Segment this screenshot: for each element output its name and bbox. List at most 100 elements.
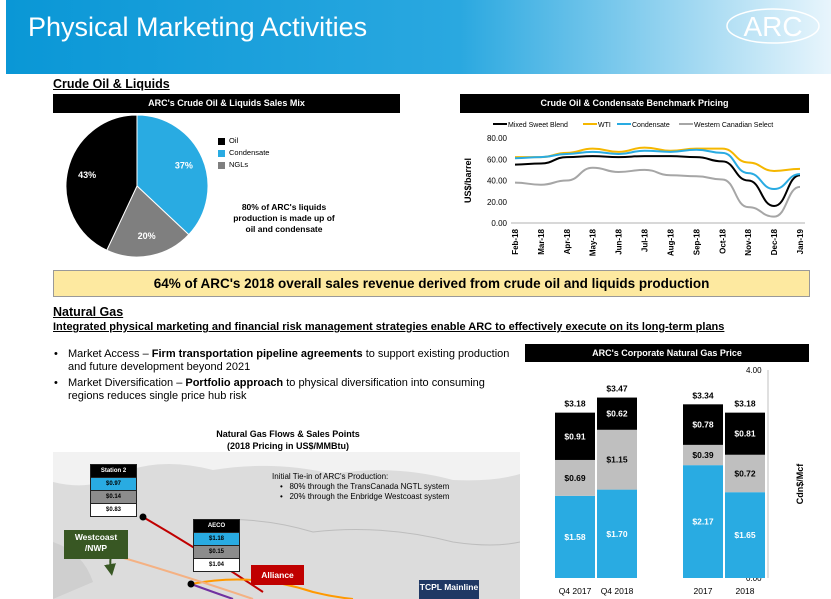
- bar-ytick: 0.00: [746, 574, 762, 583]
- bar-segment: [597, 429, 637, 490]
- bar-segment: [597, 397, 637, 430]
- pie-slice-oil: [65, 114, 138, 251]
- revenue-banner: 64% of ARC's 2018 overall sales revenue …: [53, 270, 810, 297]
- bar-chart-title: ARC's Corporate Natural Gas Price: [525, 344, 809, 362]
- bar-segment-label: $1.65: [734, 530, 756, 540]
- pie-legend: Oil Condensate NGLs: [218, 135, 269, 171]
- page-title: Physical Marketing Activities: [28, 12, 368, 42]
- line-legend-label: Condensate: [632, 122, 670, 129]
- bar-total-label: $3.34: [692, 390, 714, 400]
- line-ytick: 40.00: [487, 177, 508, 186]
- station2-marker: [139, 513, 147, 521]
- pie-legend-item: NGLs: [218, 159, 269, 171]
- line-series-2: [514, 148, 801, 191]
- line-series-0: [514, 155, 801, 208]
- line-chart: Mixed Sweet Blend WTI Condensate Western Ca…: [463, 122, 805, 256]
- line-xtick: Nov-18: [744, 228, 753, 255]
- gas-bullets: Market Access – Firm transportation pipe…: [54, 348, 514, 406]
- bar-ytick: 4.00: [746, 366, 762, 375]
- map-title: Natural Gas Flows & Sales Points (2018 P…: [216, 429, 360, 451]
- bar-segment-label: $0.69: [564, 473, 586, 483]
- line-xtick: Dec-18: [770, 228, 779, 255]
- bar-segment: [725, 412, 765, 455]
- line-legend-label: WTI: [598, 122, 611, 129]
- line-ytick: 0.00: [491, 219, 507, 228]
- bar-segment-label: $0.39: [692, 450, 714, 460]
- pie-chart-title: ARC's Crude Oil & Liquids Sales Mix: [53, 94, 400, 113]
- bar-total-label: $3.18: [564, 399, 586, 409]
- tcpl-label: TCPL Mainline: [419, 580, 479, 599]
- gas-subtitle: Integrated physical marketing and financ…: [53, 321, 725, 333]
- line-xtick: Jan-19: [796, 228, 805, 254]
- pie-note: 80% of ARC's liquids production is made …: [233, 202, 335, 234]
- bar-segment: [683, 465, 723, 578]
- bar-segment-label: $1.70: [606, 529, 628, 539]
- line-xtick: Mar-18: [537, 228, 546, 254]
- bar-segment: [555, 495, 595, 578]
- bar-category-label: Q4 2017: [559, 586, 592, 596]
- bar-segment: [597, 489, 637, 578]
- bar-segment: [725, 454, 765, 493]
- bar-segment: [555, 459, 595, 496]
- pie-label-condensate: 37%: [175, 161, 193, 171]
- bar-segment-label: $1.15: [606, 455, 628, 465]
- map-background: [53, 452, 520, 599]
- bar-segment: [683, 444, 723, 466]
- bullet-market-access: Market Access – Firm transportation pipe…: [54, 348, 514, 374]
- line-xtick: Apr-18: [563, 228, 572, 254]
- bar-segment-label: $0.91: [564, 431, 586, 441]
- bar-total-label: $3.18: [734, 399, 756, 409]
- pie-slice-ngls: [106, 185, 190, 258]
- svg-text:ARC: ARC: [743, 11, 802, 42]
- aeco-price-box: AECO $1.18 $0.15 $1.04: [193, 519, 240, 572]
- line-xtick: Aug-18: [666, 228, 675, 256]
- bar-segment: [555, 412, 595, 460]
- westcoast-label: Westcoast /NWP: [64, 530, 128, 559]
- bar-segment-label: $0.81: [734, 429, 756, 439]
- bar-segment-label: $0.62: [606, 409, 628, 419]
- bar-category-label: 2018: [736, 586, 755, 596]
- alliance-label: Alliance: [251, 565, 304, 585]
- bar-total-label: $3.47: [606, 384, 628, 394]
- bar-segment: [683, 404, 723, 445]
- pie-chart: 37% 20% 43%: [65, 114, 209, 258]
- line-legend-label: Western Canadian Select: [694, 122, 773, 129]
- line-ylabel: US$/barrel: [463, 158, 473, 203]
- line-xtick: Sep-18: [692, 228, 701, 255]
- pie-label-oil: 43%: [78, 170, 96, 180]
- pie-legend-item: Oil: [218, 135, 269, 147]
- header-banner: Physical Marketing Activities ARC: [6, 0, 831, 74]
- bar-segment-label: $0.78: [692, 420, 714, 430]
- line-xtick: Jul-18: [641, 228, 650, 252]
- line-chart-title: Crude Oil & Condensate Benchmark Pricing: [460, 94, 809, 113]
- line-ytick: 20.00: [487, 198, 508, 207]
- crude-section-title: Crude Oil & Liquids: [53, 77, 170, 91]
- line-ytick: 60.00: [487, 155, 508, 164]
- bullet-market-diversification: Market Diversification – Portfolio appro…: [54, 377, 514, 403]
- bar-chart: 0.001.002.003.004.00Cdn$/Mcf$1.58$0.69$0…: [555, 366, 805, 596]
- line-xtick: May-18: [589, 228, 598, 256]
- bar-segment: [725, 492, 765, 578]
- bar-segment-label: $0.72: [734, 468, 756, 478]
- bar-category-label: Q4 2018: [601, 586, 634, 596]
- aeco-marker: [187, 580, 195, 588]
- station2-price-box: Station 2 $0.97 $0.14 $0.83: [90, 464, 137, 517]
- line-legend-label: Mixed Sweet Blend: [508, 122, 568, 129]
- line-xtick: Feb-18: [511, 228, 520, 254]
- arc-logo: ARC: [726, 8, 820, 44]
- gas-flow-map: Station 2 $0.97 $0.14 $0.83 AECO $1.18 $…: [53, 452, 520, 599]
- line-xtick: Jun-18: [615, 228, 624, 254]
- bar-segment-label: $1.58: [564, 532, 586, 542]
- line-ytick: 80.00: [487, 134, 508, 143]
- tie-in-note: Initial Tie-in of ARC's Production: • 80…: [272, 472, 450, 501]
- pie-legend-item: Condensate: [218, 147, 269, 159]
- bar-ylabel: Cdn$/Mcf: [795, 463, 805, 505]
- pie-label-ngls: 20%: [138, 231, 156, 241]
- line-series-3: [514, 166, 801, 218]
- gas-section-title: Natural Gas: [53, 305, 124, 319]
- line-xtick: Oct-18: [718, 228, 727, 253]
- line-series-1: [515, 146, 801, 172]
- bar-segment-label: $2.17: [692, 517, 714, 527]
- pie-slice-condensate: [136, 114, 209, 236]
- bar-category-label: 2017: [694, 586, 713, 596]
